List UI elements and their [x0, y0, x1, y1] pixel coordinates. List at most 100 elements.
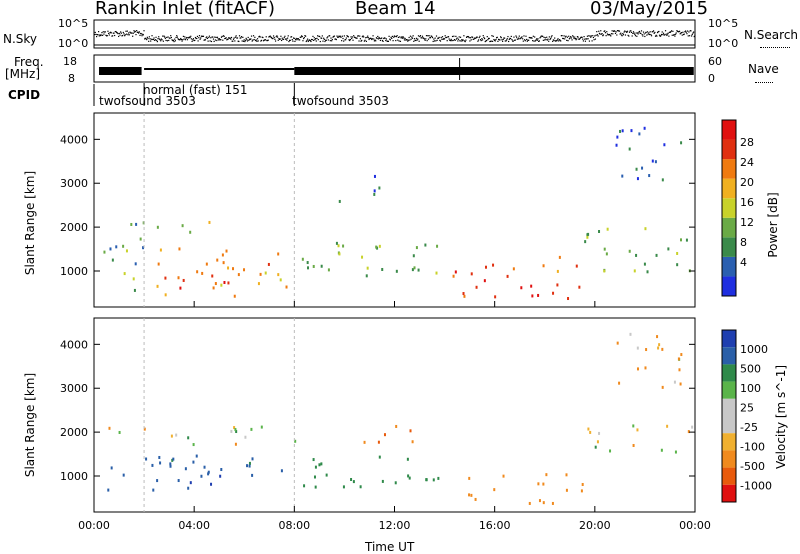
nave-legend-dots	[755, 82, 773, 83]
nsky-point	[420, 37, 422, 39]
velocity-cell	[200, 474, 203, 478]
velocity-cell	[551, 501, 554, 505]
nsky-point	[203, 39, 205, 41]
nsky-point	[115, 30, 117, 33]
velocity-cell	[677, 357, 680, 361]
nsky-point	[551, 35, 553, 37]
nsky-point	[385, 39, 387, 42]
nsky-point	[454, 39, 456, 41]
nsky-point	[238, 40, 240, 43]
nsky-point	[515, 35, 517, 37]
nsky-point	[342, 37, 344, 40]
nsky-point	[511, 39, 513, 41]
nsky-point	[190, 35, 192, 37]
nsky-point	[307, 38, 309, 40]
nsky-point	[283, 36, 285, 39]
nsky-point	[426, 40, 428, 42]
velocity-cell	[195, 454, 198, 458]
nsky-point	[688, 35, 691, 37]
nsky-point	[313, 37, 315, 39]
nsky-point	[667, 32, 669, 34]
nsky-point	[289, 39, 291, 41]
nsky-point	[570, 37, 572, 39]
nsky-point	[372, 35, 374, 37]
nsky-point	[654, 31, 656, 34]
nsky-point	[367, 35, 369, 37]
nsky-point	[624, 30, 626, 32]
nsky-point	[608, 33, 611, 36]
nsky-point	[509, 37, 511, 39]
y-tick-label: 4000	[60, 338, 88, 351]
nsky-point	[364, 39, 366, 41]
nsky-point	[429, 37, 431, 39]
nsky-point	[389, 38, 391, 40]
power-cell	[685, 238, 688, 242]
nsky-point	[399, 40, 402, 42]
nsky-point	[258, 35, 261, 37]
nsky-point	[351, 37, 353, 40]
nsky-point	[585, 38, 587, 40]
velocity-cell	[251, 457, 254, 461]
velocity-cell	[580, 489, 583, 493]
nsky-point	[621, 35, 623, 37]
power-cell	[338, 252, 341, 256]
nsky-point	[433, 38, 435, 40]
nsky-point	[388, 35, 390, 37]
power-cell	[130, 222, 133, 226]
power-cell	[279, 278, 282, 282]
nsky-point	[142, 34, 144, 36]
nsky-point	[331, 40, 333, 42]
nsky-point	[216, 39, 218, 42]
nsky-point	[138, 31, 140, 33]
nsky-point	[534, 40, 536, 42]
nsky-point	[451, 35, 454, 38]
nsky-point	[492, 35, 494, 37]
nsky-point	[199, 38, 201, 40]
velocity-cell	[616, 341, 619, 345]
nsky-point	[329, 40, 331, 42]
nsky-point	[655, 34, 657, 36]
nsky-point	[432, 40, 434, 43]
nsky-point	[238, 35, 241, 37]
velocity-cell	[468, 493, 471, 497]
nsky-point	[645, 31, 647, 33]
velocity-cell	[187, 486, 190, 490]
nsky-point	[613, 30, 615, 32]
velocity-cell	[122, 473, 125, 477]
power-cell	[237, 273, 240, 277]
nsky-point	[341, 40, 343, 42]
nsky-point	[160, 40, 162, 42]
nsky-point	[262, 40, 265, 42]
nsky-point	[305, 35, 307, 37]
velocity-colorbar-swatch	[722, 347, 736, 365]
nsky-point	[590, 36, 592, 38]
velocity-colorbar-swatch	[722, 416, 736, 434]
nsky-point	[239, 37, 241, 39]
nsky-point	[208, 36, 210, 39]
nsky-point	[353, 36, 355, 38]
velocity-cell	[407, 474, 410, 478]
nsky-point	[250, 35, 253, 37]
nsky-point	[360, 40, 362, 42]
power-colorbar-tick: 4	[740, 256, 747, 269]
nsky-point	[286, 37, 289, 39]
nsky-point	[200, 35, 203, 37]
velocity-cell	[589, 430, 592, 434]
nsky-point	[458, 36, 460, 38]
velocity-cell	[363, 440, 366, 444]
power-cell	[122, 244, 125, 248]
nsky-point	[240, 37, 242, 39]
nsky-point	[428, 35, 430, 37]
power-cell	[641, 166, 644, 170]
velocity-cell	[673, 380, 676, 384]
nsky-point	[211, 36, 213, 38]
nsky-point	[373, 40, 375, 42]
nsky-point	[168, 39, 170, 42]
power-cell	[373, 192, 376, 196]
nsky-point	[112, 35, 114, 37]
velocity-cell	[542, 482, 545, 486]
power-cell	[277, 252, 280, 256]
velocity-cell	[378, 455, 381, 459]
nsky-point	[210, 40, 213, 43]
nsky-point	[605, 35, 607, 37]
